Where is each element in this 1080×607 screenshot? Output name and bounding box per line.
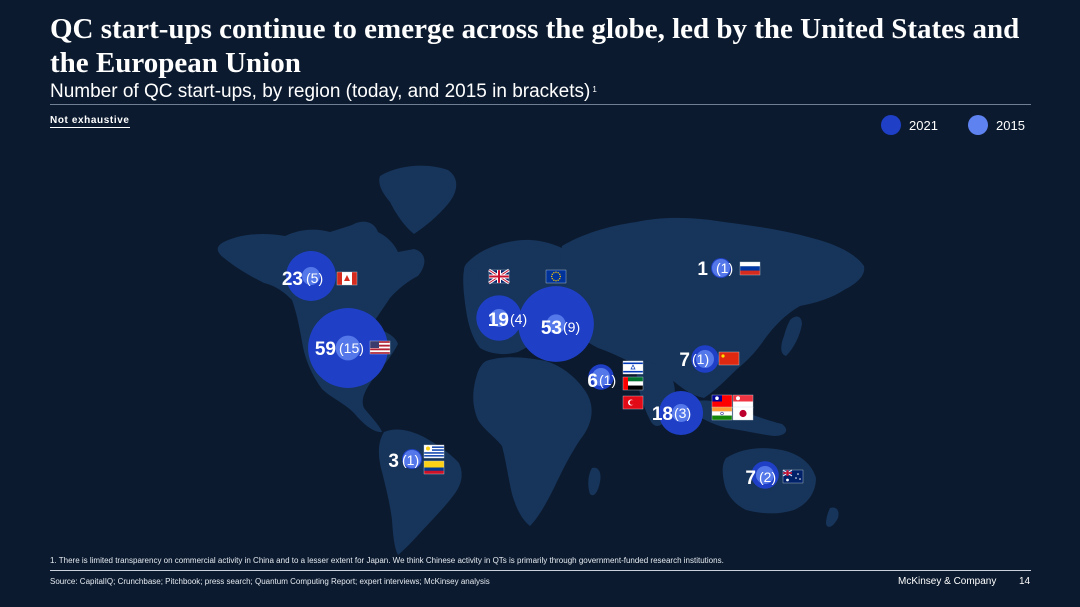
label-2015-russia: (1)	[716, 260, 733, 276]
source-line: Source: CapitalIQ; Crunchbase; Pitchbook…	[50, 577, 490, 586]
company-name: McKinsey & Company	[898, 576, 997, 587]
label-2021-canada: 23	[282, 269, 303, 290]
china-flag-icon	[718, 351, 740, 366]
asia-land	[560, 217, 865, 398]
slide-title: QC start-ups continue to emerge across t…	[50, 13, 1020, 79]
legend-swatch-2021	[881, 115, 901, 135]
bubble-2015-south-america	[403, 450, 421, 468]
slide-subtitle: Number of QC start-ups, by region (today…	[50, 81, 597, 103]
australia-flag-icon	[782, 469, 804, 484]
page-number: 14	[1019, 576, 1031, 587]
legend-label-2015: 2015	[996, 117, 1025, 133]
footer-divider	[50, 570, 1031, 571]
bubble-2015-eu	[546, 314, 566, 334]
label-2015-eu: (9)	[563, 319, 580, 335]
madagascar-land	[588, 467, 601, 496]
legend-item-2021: 2021	[881, 115, 938, 135]
bubble-layer	[286, 251, 779, 489]
new-zealand-land	[826, 507, 839, 527]
bubble-2015-usa	[335, 335, 361, 361]
label-2021-middle-east: 6	[587, 371, 598, 392]
eu-flag-icon	[545, 269, 567, 284]
label-2021-australia: 7	[745, 468, 756, 489]
taiwan-flag-icon	[711, 394, 733, 409]
label-2021-asia: 18	[652, 404, 673, 425]
label-layer: 23 (5)59 (15)19 (4) 53 (9)1 (1)7 (1)6 (1)18 (3)3(…	[282, 259, 776, 489]
colombia-flag-icon	[423, 460, 445, 475]
label-2021-china: 7	[679, 350, 690, 371]
uk-land	[466, 268, 479, 288]
label-2015-middle-east: (1)	[599, 372, 616, 388]
uruguay-flag-icon	[423, 444, 445, 459]
subtitle-text: Number of QC start-ups, by region (today…	[50, 81, 591, 102]
legend-label-2021: 2021	[909, 117, 938, 133]
bubble-2015-uk	[490, 309, 508, 327]
header-divider	[50, 104, 1031, 105]
uae-flag-icon	[622, 376, 644, 391]
bubble-2015-russia	[712, 259, 730, 277]
south-america-land	[378, 429, 462, 555]
label-2015-china: (1)	[692, 351, 709, 367]
footnote: 1. There is limited transparency on comm…	[50, 556, 724, 565]
singapore-flag-icon	[732, 394, 754, 409]
label-2021-uk: 19	[488, 310, 509, 331]
japan-land	[781, 316, 802, 356]
canada-flag-icon	[336, 271, 358, 286]
bubble-2015-middle-east	[592, 368, 610, 386]
japan-flag-icon	[732, 406, 754, 421]
label-2015-australia: (2)	[759, 469, 776, 485]
flag-layer	[336, 261, 804, 484]
label-2021-south-america: 3	[388, 451, 399, 472]
label-2015-usa: (15)	[339, 340, 364, 356]
subtitle-footnote-marker: 1	[592, 85, 597, 94]
label-2021-russia: 1	[697, 259, 708, 280]
legend-swatch-2015	[968, 115, 988, 135]
bubble-2015-australia	[756, 466, 774, 484]
russia-flag-icon	[739, 261, 761, 276]
label-2015-canada: (5)	[306, 270, 323, 286]
legend-item-2015: 2015	[968, 115, 1025, 135]
bubble-2015-canada	[302, 267, 320, 285]
label-2021-eu: 53	[541, 318, 562, 339]
label-2021-usa: 59	[315, 339, 336, 360]
not-exhaustive-note: Not exhaustive	[50, 115, 130, 128]
bubble-2015-asia	[672, 404, 690, 422]
world-map-land	[217, 165, 865, 555]
label-2015-south-america: (1)	[402, 452, 419, 468]
uk-flag-icon	[488, 268, 510, 285]
usa-flag-icon	[369, 340, 391, 355]
africa-land	[473, 357, 592, 526]
label-2015-asia: (3)	[674, 405, 691, 421]
label-2015-uk: (4)	[510, 311, 527, 327]
india-flag-icon	[711, 406, 733, 421]
turkey-flag-icon	[622, 395, 644, 410]
bubble-2015-china	[696, 350, 714, 368]
greenland-land	[379, 165, 457, 234]
israel-flag-icon	[622, 360, 644, 375]
